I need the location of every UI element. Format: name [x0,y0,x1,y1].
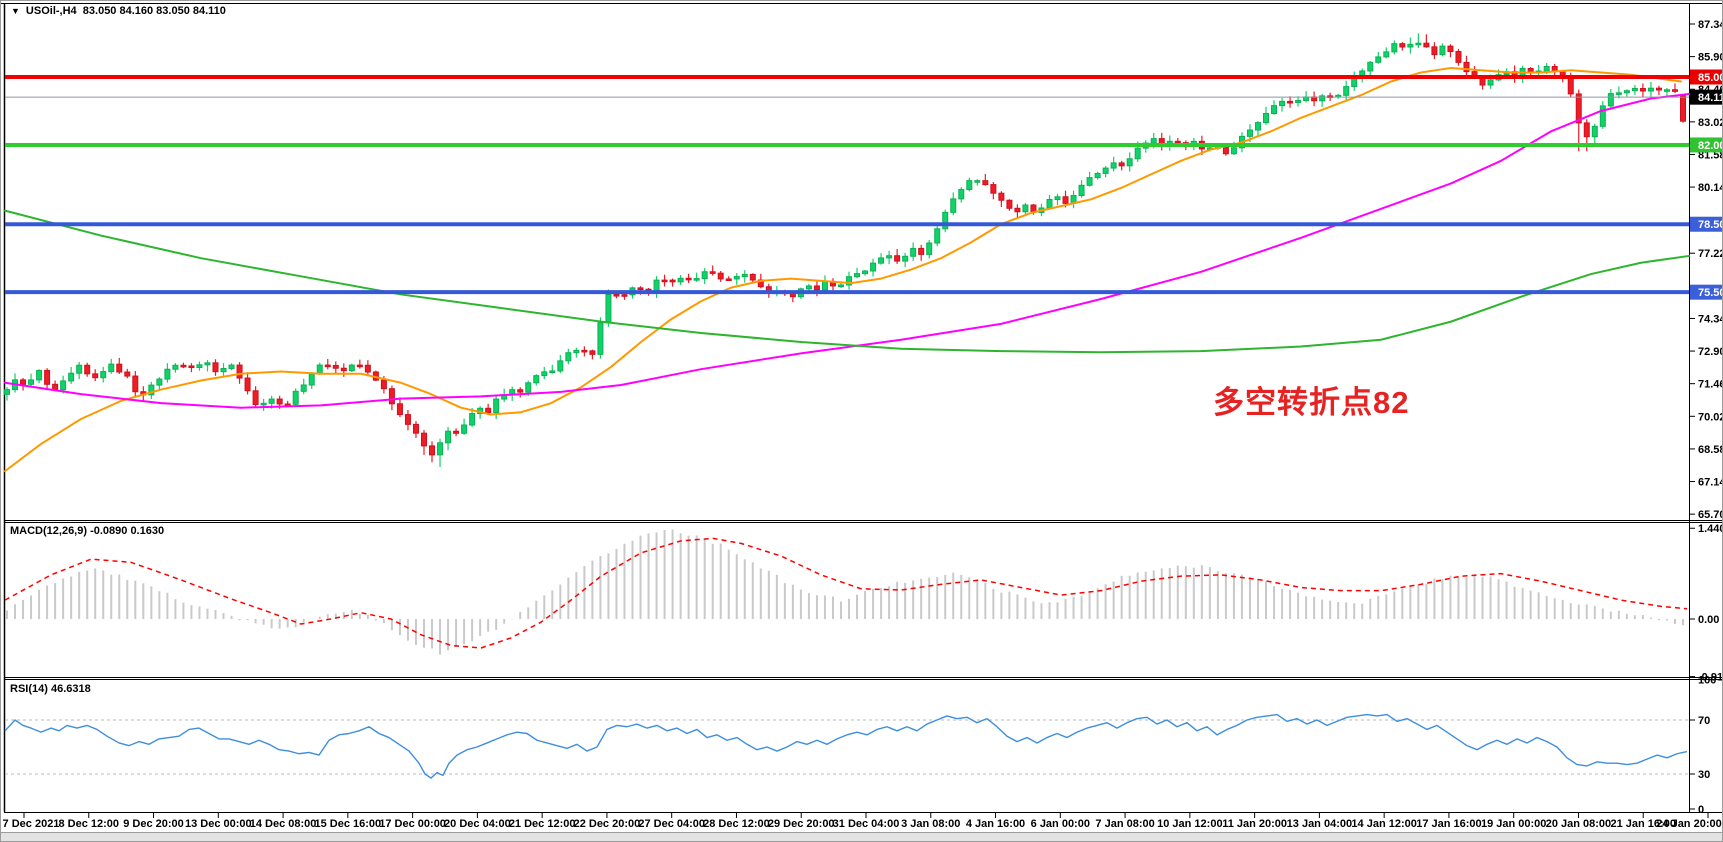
svg-text:71.460: 71.460 [1698,379,1723,391]
svg-text:7 Dec 2021: 7 Dec 2021 [3,818,60,830]
svg-text:72.900: 72.900 [1698,346,1723,358]
svg-text:29 Dec 20:00: 29 Dec 20:00 [768,818,835,830]
svg-text:13 Dec 00:00: 13 Dec 00:00 [185,818,252,830]
svg-text:87.340: 87.340 [1698,19,1723,31]
svg-text:67.140: 67.140 [1698,477,1723,489]
svg-text:4 Jan 16:00: 4 Jan 16:00 [966,818,1025,830]
svg-text:14 Jan 12:00: 14 Jan 12:00 [1351,818,1416,830]
svg-text:24 Jan 20:00: 24 Jan 20:00 [1656,818,1721,830]
symbol-title: USOil-,H4 [25,5,77,17]
svg-text:84.110: 84.110 [1698,92,1723,104]
rsi-indicator-label: RSI(14) 46.6318 [10,683,91,695]
svg-text:20 Jan 08:00: 20 Jan 08:00 [1546,818,1611,830]
svg-text:85.000: 85.000 [1698,72,1723,84]
svg-text:77.220: 77.220 [1698,248,1723,260]
svg-text:15 Dec 16:00: 15 Dec 16:00 [315,818,382,830]
svg-text:13 Jan 04:00: 13 Jan 04:00 [1287,818,1352,830]
svg-text:85.900: 85.900 [1698,52,1723,64]
rsi-panel[interactable] [5,679,1689,812]
svg-text:11 Jan 20:00: 11 Jan 20:00 [1222,818,1287,830]
svg-text:10 Jan 12:00: 10 Jan 12:00 [1157,818,1222,830]
svg-text:21 Jan 16:00: 21 Jan 16:00 [1611,818,1676,830]
svg-text:30: 30 [1698,769,1710,781]
symbol-dropdown-arrow-icon[interactable]: ▼ [11,6,20,16]
svg-text:70: 70 [1698,715,1710,727]
ohlc-values: 83.050 84.160 83.050 84.110 [82,5,226,17]
svg-text:0: 0 [1698,804,1704,816]
svg-text:83.020: 83.020 [1698,117,1723,129]
svg-text:65.700: 65.700 [1698,509,1723,521]
svg-text:0.00: 0.00 [1698,614,1719,626]
svg-text:-0.9144: -0.9144 [1698,672,1723,684]
svg-text:9 Dec 20:00: 9 Dec 20:00 [123,818,184,830]
svg-text:1.4405: 1.4405 [1698,523,1723,535]
svg-text:74.340: 74.340 [1698,313,1723,325]
macd-panel[interactable] [5,522,1689,677]
svg-text:14 Dec 08:00: 14 Dec 08:00 [250,818,317,830]
svg-text:28 Dec 12:00: 28 Dec 12:00 [703,818,770,830]
svg-text:78.500: 78.500 [1698,219,1723,231]
svg-text:75.500: 75.500 [1698,287,1723,299]
svg-text:27 Dec 04:00: 27 Dec 04:00 [638,818,705,830]
svg-text:8 Dec 12:00: 8 Dec 12:00 [58,818,119,830]
svg-text:82.000: 82.000 [1698,140,1723,152]
svg-text:6 Jan 00:00: 6 Jan 00:00 [1031,818,1090,830]
svg-text:68.580: 68.580 [1698,444,1723,456]
svg-text:21 Dec 12:00: 21 Dec 12:00 [509,818,576,830]
svg-text:17 Dec 00:00: 17 Dec 00:00 [379,818,446,830]
svg-text:20 Dec 04:00: 20 Dec 04:00 [444,818,511,830]
svg-text:22 Dec 20:00: 22 Dec 20:00 [574,818,641,830]
svg-text:80.140: 80.140 [1698,182,1723,194]
chart-title-bar: ▼ USOil-,H4 83.050 84.160 83.050 84.110 [11,5,226,17]
annotation-text: 多空转折点82 [1213,385,1410,420]
price-panel[interactable] [5,3,1689,520]
svg-text:70.020: 70.020 [1698,411,1723,423]
svg-text:3 Jan 08:00: 3 Jan 08:00 [901,818,960,830]
svg-text:31 Dec 04:00: 31 Dec 04:00 [833,818,900,830]
svg-text:17 Jan 16:00: 17 Jan 16:00 [1416,818,1481,830]
svg-text:19 Jan 00:00: 19 Jan 00:00 [1481,818,1546,830]
svg-text:100: 100 [1698,675,1716,687]
macd-indicator-label: MACD(12,26,9) -0.0890 0.1630 [10,525,165,537]
svg-text:81.580: 81.580 [1698,149,1723,161]
svg-text:7 Jan 08:00: 7 Jan 08:00 [1095,818,1154,830]
